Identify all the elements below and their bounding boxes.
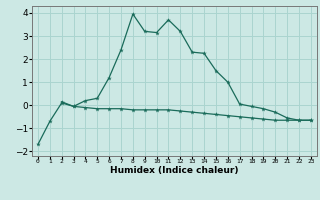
X-axis label: Humidex (Indice chaleur): Humidex (Indice chaleur) xyxy=(110,166,239,175)
